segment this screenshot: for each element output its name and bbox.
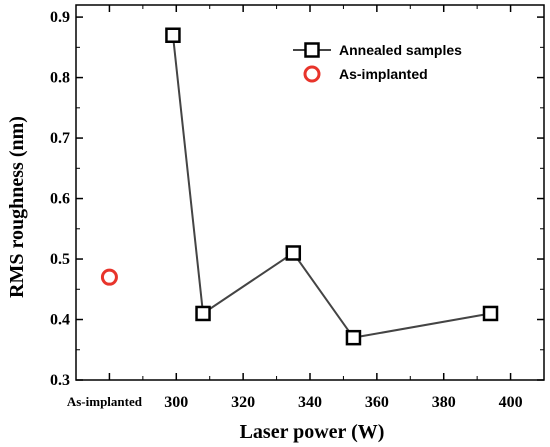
y-tick-label: 0.3	[50, 372, 70, 389]
data-point-square	[165, 27, 181, 43]
series-line	[171, 35, 491, 339]
y-axis-title: RMS roughness (nm)	[6, 116, 28, 298]
series-0	[165, 27, 499, 346]
legend-label: Annealed samples	[339, 42, 462, 58]
plot-area	[100, 27, 499, 346]
x-tick-label: 300	[164, 394, 188, 411]
series-1	[100, 268, 118, 286]
legend-marker-circle	[303, 65, 321, 83]
legend-marker-square	[304, 42, 320, 58]
y-tick-label: 0.8	[50, 70, 70, 87]
x-tick-label: 380	[432, 394, 456, 411]
legend: Annealed samples As-implanted	[293, 42, 462, 83]
data-point-square	[195, 305, 211, 322]
y-tick-label: 0.6	[50, 191, 70, 208]
x-tick-label: 360	[365, 394, 389, 411]
x-tick-label-as-implanted: As-implanted	[67, 394, 143, 409]
x-tick-label: 320	[231, 394, 255, 411]
x-axis-title: Laser power (W)	[240, 421, 385, 443]
y-tick-label: 0.4	[50, 312, 70, 329]
data-point-square	[345, 329, 362, 346]
y-tick-label: 0.5	[50, 251, 70, 268]
legend-label: As-implanted	[339, 66, 428, 82]
x-tick-label: 400	[499, 394, 523, 411]
data-point-square	[482, 305, 499, 322]
plot-frame	[75, 4, 545, 381]
axes: 0.3 0.4 0.5 0.6 0.7 0.8 0.9 300 320 340 360 380 400 A…	[50, 4, 545, 411]
data-point-circle	[100, 268, 118, 286]
x-tick-label: 340	[298, 394, 322, 411]
y-tick-label: 0.7	[50, 130, 70, 147]
data-point-square	[285, 245, 302, 261]
y-tick-label: 0.9	[50, 9, 70, 26]
